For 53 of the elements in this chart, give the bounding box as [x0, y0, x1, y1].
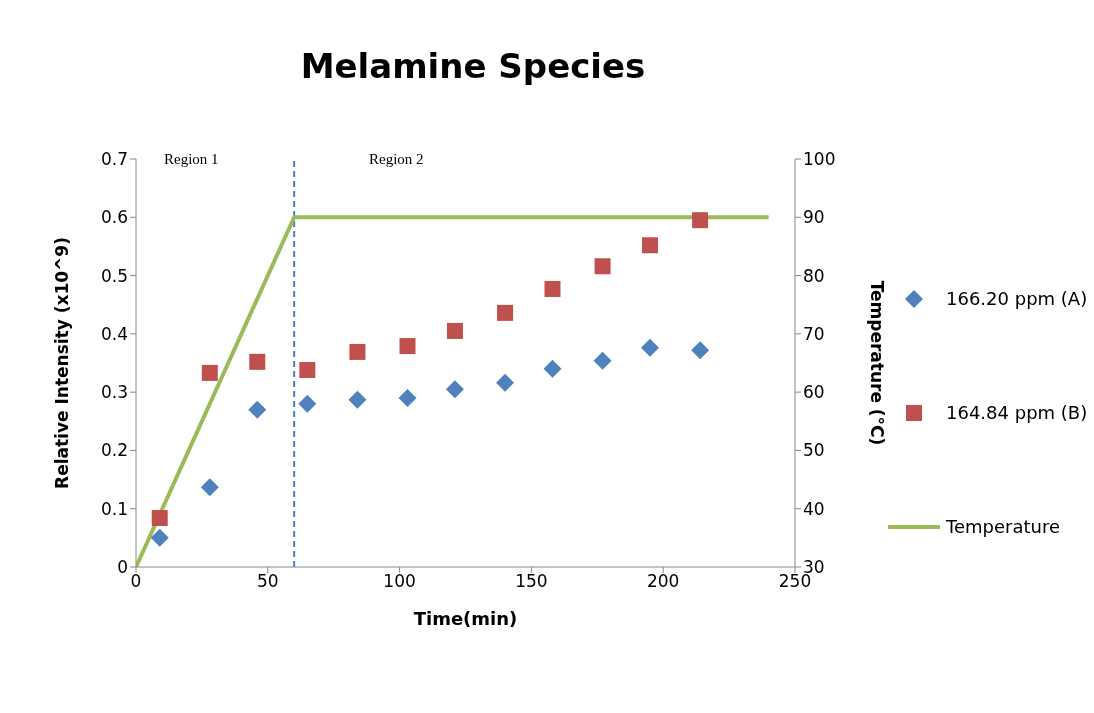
x-tick-label: 150 [515, 571, 548, 592]
y2-tick-label: 70 [803, 323, 825, 344]
point [544, 280, 561, 297]
annotation: Region 2 [369, 151, 424, 168]
y-tick-label: 0.4 [100, 323, 128, 344]
point [445, 380, 464, 399]
point [248, 400, 267, 419]
point [200, 478, 219, 497]
y-tick-label: 0.1 [100, 498, 128, 519]
annotation: Region 1 [164, 151, 219, 168]
y-tick-label: 0.6 [100, 207, 128, 228]
point [398, 388, 417, 407]
point [249, 353, 266, 370]
point [543, 359, 562, 378]
point [151, 510, 168, 527]
point [641, 338, 660, 357]
y2-tick-label: 50 [803, 440, 825, 461]
x-tick-label: 200 [646, 571, 680, 592]
y2-tick-label: 40 [803, 498, 825, 519]
y2-tick-label: 60 [803, 382, 825, 403]
point [349, 343, 366, 360]
point [201, 364, 218, 381]
legend-label: Temperature [946, 516, 1061, 537]
point [446, 322, 463, 339]
point [299, 361, 316, 378]
x-tick-label: 50 [256, 571, 279, 592]
y2-tick-label: 90 [803, 207, 825, 228]
y2-tick-label: 80 [803, 265, 825, 286]
y-axis-title: Relative Intensity (x10^9) [52, 237, 73, 489]
legend-label: 166.20 ppm (A) [946, 288, 1088, 309]
y-tick-label: 0.5 [100, 265, 128, 286]
x-tick-label: 0 [130, 571, 142, 592]
point [593, 351, 612, 370]
point [298, 394, 317, 413]
point [496, 373, 515, 392]
point [399, 338, 416, 355]
point [348, 390, 367, 409]
point [692, 212, 709, 229]
y2-tick-label: 100 [803, 149, 836, 170]
y-tick-label: 0.2 [100, 440, 128, 461]
x-tick-label: 100 [383, 571, 416, 592]
point [497, 304, 514, 321]
y-tick-label: 0 [117, 557, 128, 578]
x-axis-title: Time(min) [413, 608, 518, 629]
point [594, 258, 611, 275]
chart-title: Melamine Species [299, 46, 647, 86]
y-tick-label: 0.7 [100, 149, 128, 170]
point [150, 528, 169, 547]
y-tick-label: 0.3 [100, 382, 128, 403]
point [691, 341, 710, 360]
point [642, 237, 659, 254]
y2-axis-title: Temperature (°C) [866, 280, 887, 446]
legend-label: 164.84 ppm (B) [946, 402, 1088, 423]
